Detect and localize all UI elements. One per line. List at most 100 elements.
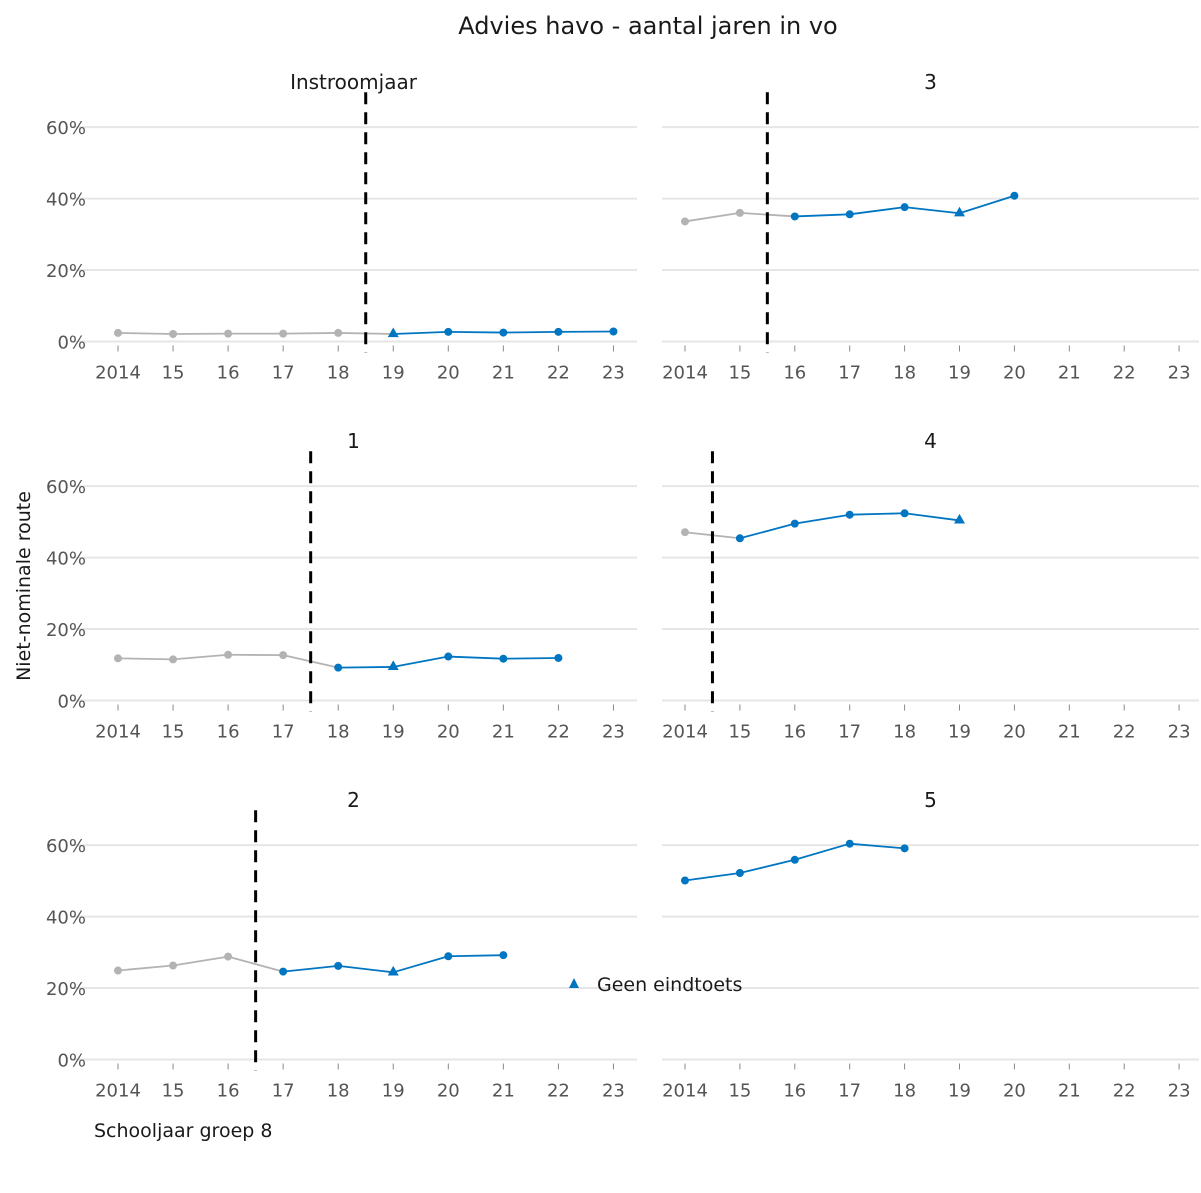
x-tick-label: 19 <box>948 722 971 743</box>
y-tick-label: 40% <box>46 908 86 929</box>
data-point <box>845 839 854 848</box>
series-segment <box>448 655 504 660</box>
x-tick-label: 2014 <box>95 1081 141 1102</box>
data-point <box>845 510 854 519</box>
x-tick-label: 19 <box>382 722 405 743</box>
x-tick-label: 15 <box>728 363 751 384</box>
x-tick-label: 18 <box>327 1081 350 1102</box>
x-tick-label: 21 <box>492 363 515 384</box>
legend-triangle-icon <box>569 978 579 988</box>
legend: Geen eindtoets <box>569 974 742 996</box>
data-point <box>114 966 122 975</box>
facet-panel-5: 4 2014 15 16 17 18 19 20 21 22 23 <box>662 429 1199 743</box>
series-segment <box>849 206 905 216</box>
x-tick-label: 23 <box>1168 722 1191 743</box>
x-tick-label: 22 <box>547 363 570 384</box>
x-tick-label: 20 <box>437 722 460 743</box>
x-tick-label: 22 <box>547 1081 570 1102</box>
series-segment <box>849 512 905 516</box>
x-tick-label: 22 <box>1113 363 1136 384</box>
facet-label: 3 <box>924 70 937 94</box>
y-tick-label: 0% <box>57 1051 86 1072</box>
series-segment <box>739 858 796 874</box>
series-segment <box>794 513 850 525</box>
series-segment <box>503 657 559 660</box>
series-segment <box>393 330 449 335</box>
series-segment <box>448 954 504 958</box>
data-point <box>1010 191 1019 200</box>
data-point <box>224 952 233 961</box>
x-tick-label: 15 <box>162 722 185 743</box>
x-tick-label: 19 <box>948 1081 971 1102</box>
data-point <box>169 329 178 338</box>
x-tick-label: 16 <box>217 722 240 743</box>
data-point <box>554 327 563 336</box>
x-tick-label: 20 <box>437 1081 460 1102</box>
data-point <box>554 653 563 662</box>
x-tick-label: 21 <box>1058 1081 1081 1102</box>
data-point-triangle <box>387 965 399 976</box>
x-tick-label: 17 <box>838 363 861 384</box>
facet-label: Instroomjaar <box>290 70 418 94</box>
y-tick-label: 20% <box>46 620 86 641</box>
x-tick-label: 19 <box>382 1081 405 1102</box>
x-tick-label: 17 <box>272 363 295 384</box>
x-tick-label: 21 <box>1058 722 1081 743</box>
data-point <box>169 961 178 970</box>
x-tick-label: 2014 <box>95 363 141 384</box>
x-tick-label: 16 <box>783 722 806 743</box>
series-segment <box>448 330 504 334</box>
x-tick-label: 19 <box>948 363 971 384</box>
y-tick-label: 60% <box>46 477 86 498</box>
x-tick-label: 18 <box>893 1081 916 1102</box>
y-tick-label: 40% <box>46 549 86 570</box>
x-tick-label: 18 <box>893 722 916 743</box>
x-tick-label: 17 <box>838 1081 861 1102</box>
data-point <box>279 967 288 976</box>
data-point <box>334 961 343 970</box>
x-tick-label: 18 <box>327 363 350 384</box>
series-segment <box>338 964 394 974</box>
series-segment <box>794 842 850 861</box>
series-segment <box>117 657 174 661</box>
y-tick-label: 40% <box>46 190 86 211</box>
data-point <box>114 654 122 663</box>
facet-label: 5 <box>924 788 937 812</box>
data-point-triangle <box>387 660 399 671</box>
series-segment <box>959 194 1015 215</box>
series-segment <box>684 211 741 223</box>
data-point <box>681 528 689 537</box>
x-tick-label: 17 <box>272 722 295 743</box>
data-point <box>681 217 689 226</box>
data-point <box>334 663 343 672</box>
data-point <box>681 876 689 885</box>
y-axis-label: Niet-nominale route <box>13 491 35 681</box>
series-segment <box>849 842 905 850</box>
y-tick-label: 20% <box>46 979 86 1000</box>
series-segment <box>117 332 174 335</box>
x-tick-label: 17 <box>838 722 861 743</box>
series-segment <box>904 512 960 522</box>
x-tick-label: 16 <box>217 363 240 384</box>
data-point <box>224 650 233 659</box>
x-tick-label: 23 <box>1168 1081 1191 1102</box>
data-point <box>279 651 288 660</box>
series-segment <box>283 964 339 973</box>
x-tick-label: 19 <box>382 363 405 384</box>
x-tick-label: 15 <box>728 722 751 743</box>
data-point-triangle <box>954 206 965 217</box>
x-tick-label: 2014 <box>662 1081 708 1102</box>
x-tick-label: 18 <box>893 363 916 384</box>
x-tick-label: 18 <box>327 722 350 743</box>
data-point <box>444 327 453 336</box>
x-tick-label: 15 <box>728 1081 751 1102</box>
y-tick-label: 60% <box>46 836 86 857</box>
x-tick-label: 2014 <box>662 363 708 384</box>
series-segment <box>739 522 796 540</box>
series-segment <box>172 653 229 661</box>
data-point-triangle <box>387 327 399 338</box>
facet-label: 1 <box>347 429 360 453</box>
data-point <box>735 868 744 877</box>
